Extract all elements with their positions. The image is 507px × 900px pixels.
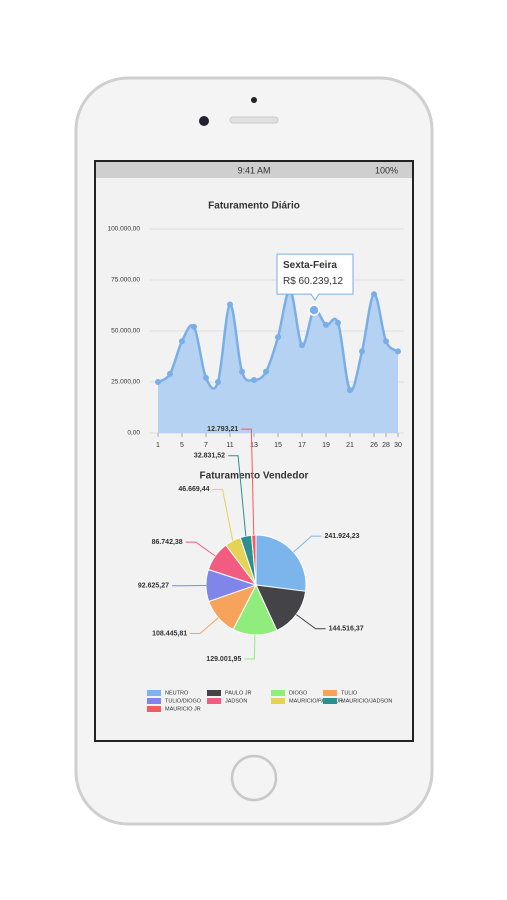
data-label: 92.625,27: [138, 583, 169, 590]
status-time: 9:41 AM: [237, 165, 270, 175]
point: [395, 348, 401, 355]
y-tick-label: 75.000,00: [111, 277, 140, 284]
point: [239, 368, 245, 375]
legend-label: TULIO/DIOGO: [165, 698, 202, 704]
legend-swatch: [271, 698, 285, 704]
point: [155, 379, 161, 385]
pie-slice: [255, 584, 307, 632]
x-tick-label: 26: [370, 442, 378, 449]
legend-swatch: [147, 698, 161, 704]
data-label: 86.742,38: [152, 539, 183, 546]
legend-swatch: [323, 698, 337, 704]
x-tick-label: 5: [180, 442, 184, 449]
point: [191, 323, 197, 330]
leader-line: [185, 541, 216, 557]
legend-label: MAURICIO JR: [165, 706, 201, 712]
legend-swatch: [147, 706, 161, 712]
point: [251, 376, 257, 383]
leader-line: [244, 634, 256, 660]
legend-label: MAURICIO/JADSON: [341, 698, 392, 704]
sensor: [251, 97, 257, 103]
legend-swatch: [271, 690, 285, 696]
chart-title: Faturamento Diário: [208, 201, 300, 212]
point: [167, 370, 173, 377]
data-label: 32.831,52: [194, 453, 225, 460]
leader-line: [190, 617, 219, 635]
x-tick-label: 15: [274, 442, 282, 449]
legend-swatch: [323, 690, 337, 696]
leader-line: [228, 455, 247, 537]
y-tick-label: 50.000,00: [111, 328, 140, 335]
point: [179, 338, 185, 345]
x-tick-label: 30: [394, 442, 402, 449]
point: [323, 321, 329, 328]
legend-swatch: [207, 690, 221, 696]
point: [227, 301, 233, 308]
point: [263, 368, 269, 375]
x-tick-label: 19: [322, 442, 330, 449]
data-label: 12.793,21: [207, 426, 238, 433]
point-highlight: [308, 304, 320, 316]
camera: [199, 116, 209, 126]
x-tick-label: 17: [298, 442, 306, 449]
x-tick-label: 11: [226, 442, 233, 449]
point: [275, 334, 281, 341]
x-tick-label: 1: [156, 442, 160, 449]
point: [203, 374, 209, 381]
y-tick-label: 100.000,00: [107, 226, 140, 233]
leader-line: [212, 488, 234, 541]
pie-slice: [255, 534, 307, 592]
chart-title: Faturamento Vendedor: [200, 471, 309, 482]
tooltip-value: R$ 60.239,12: [283, 276, 343, 287]
data-label: 108.445,81: [152, 630, 187, 637]
point: [347, 387, 353, 394]
legend-label: PAULO JR: [225, 690, 252, 696]
x-tick-label: 28: [382, 442, 390, 449]
leader-line: [293, 535, 322, 553]
data-label: 241.924,23: [325, 533, 360, 540]
point: [371, 291, 377, 298]
data-label: 129.001,95: [206, 656, 241, 663]
point: [335, 319, 341, 326]
legend-label: NEUTRO: [165, 690, 189, 696]
tooltip-box: [276, 253, 354, 302]
legend-label: JADSON: [225, 698, 247, 704]
point: [299, 342, 305, 349]
leader-line: [241, 428, 255, 536]
point: [359, 348, 365, 355]
legend-label: MAURICIO/PAULOJR: [289, 698, 343, 704]
tooltip-title: Sexta-Feira: [283, 260, 337, 271]
legend-swatch: [207, 698, 221, 704]
status-bar: [96, 162, 412, 178]
data-label: 46.669,44: [178, 486, 209, 493]
legend-swatch: [147, 690, 161, 696]
point: [215, 379, 221, 385]
status-battery: 100%: [375, 165, 398, 175]
point: [383, 338, 389, 345]
leader-line: [296, 614, 326, 630]
x-tick-label: 7: [204, 442, 208, 449]
data-label: 144.516,37: [329, 626, 364, 633]
home-button[interactable]: [230, 754, 278, 802]
legend-label: TULIO: [341, 690, 358, 696]
x-tick-label: 13: [250, 442, 258, 449]
y-tick-label: 25.000,00: [111, 379, 140, 386]
y-tick-label: 0,00: [127, 430, 140, 437]
speaker: [229, 116, 279, 124]
x-tick-label: 21: [346, 442, 354, 449]
screen: [94, 160, 414, 742]
legend-label: DIOGO: [289, 690, 308, 696]
